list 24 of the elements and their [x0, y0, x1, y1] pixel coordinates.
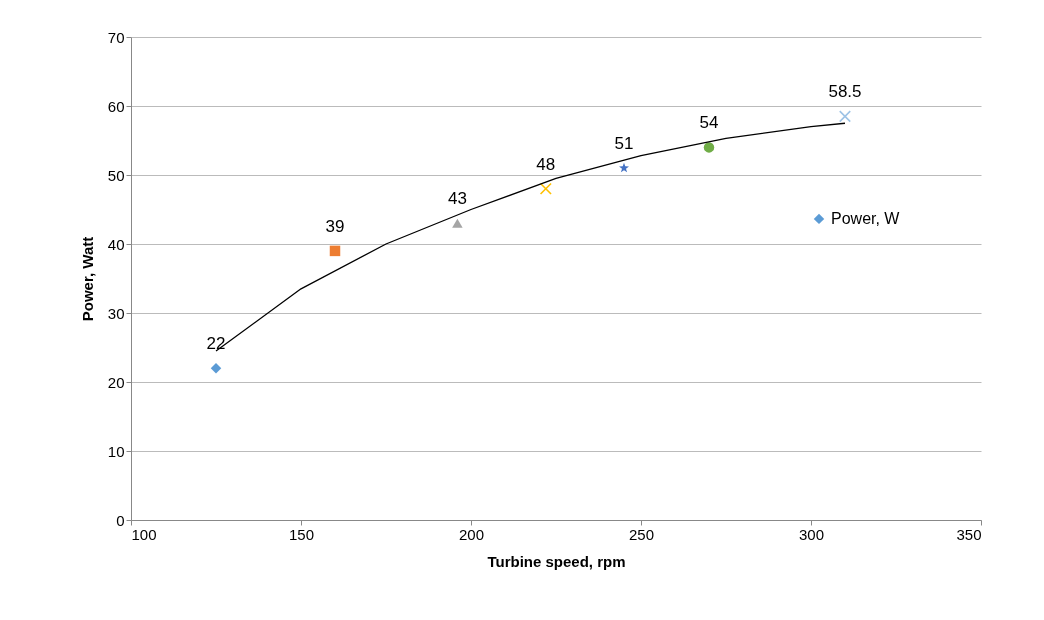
y-tick-label: 50 [107, 166, 125, 184]
data-label: 54 [699, 113, 719, 133]
x-tick-label: 100 [131, 525, 157, 543]
x-tick-label: 200 [458, 525, 485, 543]
x-tick-label: 150 [288, 525, 315, 543]
y-tick-label: 70 [107, 28, 125, 46]
x-axis-title: Turbine speed, rpm [487, 552, 626, 570]
legend-label: Power, W [831, 209, 901, 227]
data-label: 58.5 [828, 82, 862, 102]
y-tick-label: 20 [107, 373, 125, 391]
data-label: 39 [325, 216, 345, 236]
y-axis-title: Power, Watt [78, 236, 96, 322]
data-label: 22 [206, 334, 226, 354]
y-tick-label: 40 [107, 235, 125, 253]
y-tick-label: 60 [107, 97, 125, 115]
data-label: 43 [447, 189, 467, 209]
data-label: 51 [614, 134, 634, 154]
y-tick-label: 30 [107, 304, 125, 322]
x-tick-label: 350 [956, 525, 982, 543]
y-tick-label: 0 [116, 511, 125, 529]
y-tick-label: 10 [107, 442, 125, 460]
data-label: 48 [536, 154, 556, 174]
x-tick-label: 300 [798, 525, 825, 543]
x-tick-label: 250 [628, 525, 655, 543]
